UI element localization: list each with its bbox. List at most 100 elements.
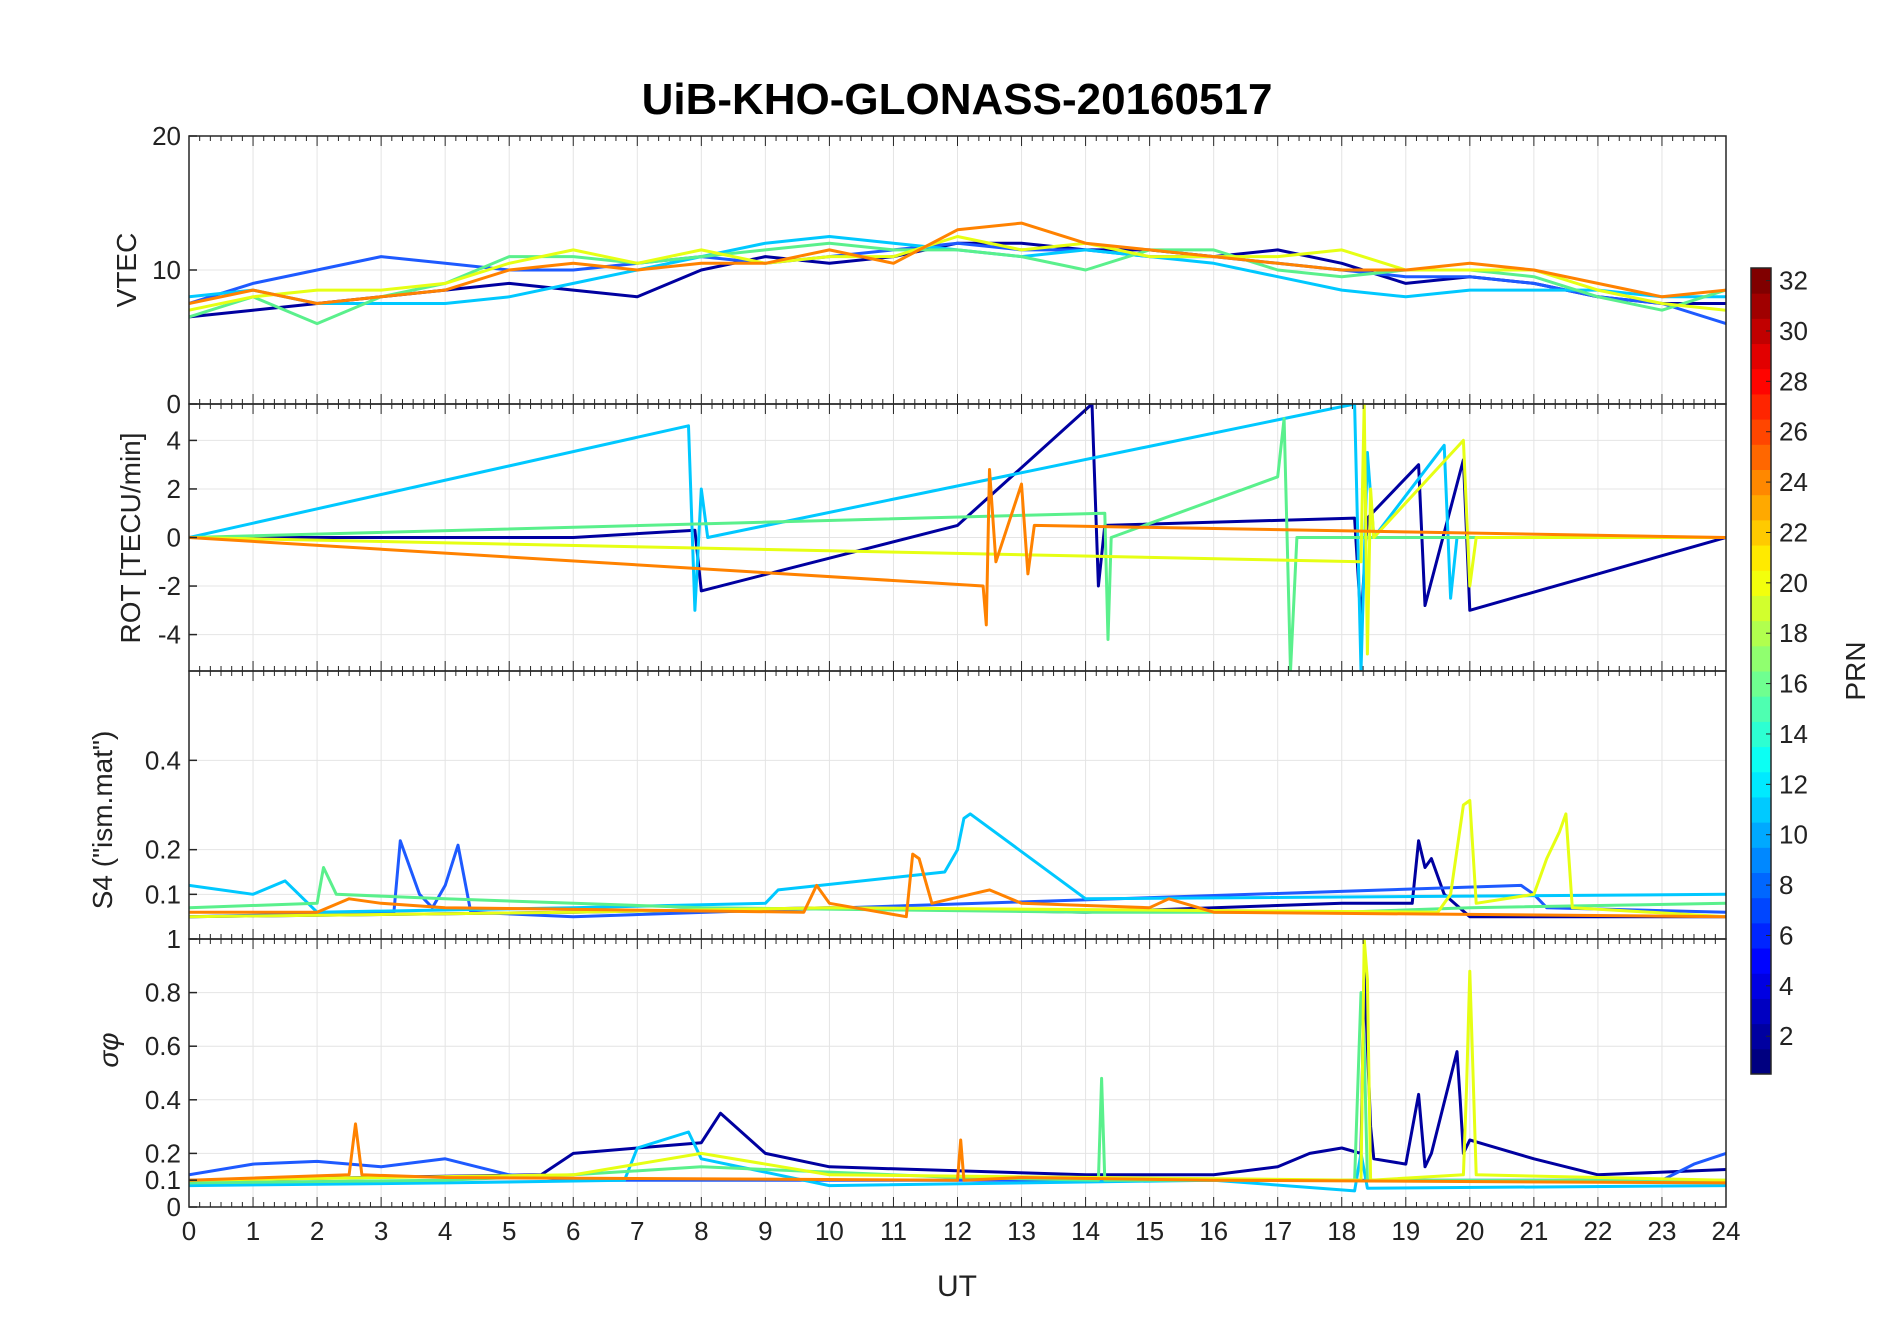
- colorbar-cell: [1751, 645, 1771, 672]
- series-line: [189, 852, 1726, 919]
- colorbar-cell: [1751, 545, 1771, 571]
- colorbar-tick-label: 24: [1779, 467, 1808, 497]
- x-tick-label: 5: [502, 1216, 516, 1246]
- panel-sigma-phi: 00.10.2 0.4 0.6 0.8 1 σφ: [93, 924, 1727, 1222]
- colorbar-cell: [1751, 696, 1771, 722]
- colorbar-cell: [1751, 948, 1771, 974]
- x-tick-label: 17: [1263, 1216, 1292, 1246]
- s4-axis-label: S4 ("ism.mat"): [87, 731, 118, 910]
- y-tick-label: 0: [167, 389, 181, 419]
- series-line: [189, 221, 1726, 305]
- y-tick-label: -2: [158, 571, 181, 601]
- colorbar-cell: [1751, 494, 1771, 521]
- x-tick-label: 18: [1327, 1216, 1356, 1246]
- y-tick-label: 1: [167, 924, 181, 954]
- colorbar-cell: [1751, 897, 1771, 924]
- y-tick-label: 0.2: [145, 1138, 181, 1168]
- series-line: [189, 404, 1726, 671]
- x-tick-label: 6: [566, 1216, 580, 1246]
- x-tick-label: 1: [246, 1216, 260, 1246]
- chart-title: UiB-KHO-GLONASS-20160517: [642, 75, 1273, 124]
- colorbar-cell: [1751, 519, 1771, 546]
- panel-rot: -4 -2 0 2 4 ROT [TECU/min]: [115, 403, 1727, 672]
- colorbar-tick-label: 8: [1779, 870, 1793, 900]
- colorbar-tick-label: 6: [1779, 920, 1793, 950]
- colorbar-cell: [1751, 671, 1771, 697]
- colorbar-tick-label: 32: [1779, 266, 1808, 296]
- series-line: [189, 812, 1726, 914]
- colorbar-cell: [1751, 393, 1771, 420]
- y-tick-label: 20: [152, 121, 181, 151]
- colorbar-cell: [1751, 746, 1771, 773]
- y-tick-label: 0: [167, 1192, 181, 1222]
- x-tick-label: 4: [438, 1216, 452, 1246]
- colorbar-cell: [1751, 268, 1771, 294]
- x-tick-label: 10: [815, 1216, 844, 1246]
- colorbar-tick-label: 10: [1779, 820, 1808, 850]
- colorbar-cell: [1751, 419, 1771, 445]
- x-axis-label: UT: [937, 1270, 977, 1303]
- colorbar-cell: [1751, 771, 1771, 798]
- series-line: [189, 404, 1726, 656]
- x-tick-label: 2: [310, 1216, 324, 1246]
- colorbar-cell: [1751, 293, 1771, 319]
- y-tick-label: 0.1: [145, 1165, 181, 1195]
- colorbar-cell: [1751, 1048, 1771, 1075]
- series-line: [189, 866, 1726, 914]
- y-tick-label: -4: [158, 620, 181, 650]
- y-tick-label: 10: [152, 255, 181, 285]
- colorbar-cell: [1751, 343, 1771, 370]
- x-tick-label: 20: [1455, 1216, 1484, 1246]
- colorbar-cell: [1751, 922, 1771, 949]
- x-tick-label: 15: [1135, 1216, 1164, 1246]
- colorbar-cell: [1751, 469, 1771, 496]
- sigma-phi-axis-label: σφ: [93, 1032, 124, 1067]
- colorbar-tick-label: 26: [1779, 417, 1808, 447]
- y-tick-label: 0.8: [145, 978, 181, 1008]
- colorbar-cell: [1751, 620, 1771, 647]
- x-tick-label: 3: [374, 1216, 388, 1246]
- colorbar-tick-label: 20: [1779, 568, 1808, 598]
- x-tick-label: 12: [943, 1216, 972, 1246]
- x-tick-label: 14: [1071, 1216, 1100, 1246]
- x-tick-label: 19: [1391, 1216, 1420, 1246]
- series-line: [189, 241, 1726, 326]
- x-tick-label: 11: [880, 1216, 907, 1246]
- colorbar-tick-label: 12: [1779, 769, 1808, 799]
- colorbar-tick-label: 18: [1779, 618, 1808, 648]
- series-line: [189, 1122, 1726, 1185]
- colorbar-cell: [1751, 796, 1771, 823]
- y-tick-label: 0.2: [145, 835, 181, 865]
- x-tick-label: 24: [1712, 1216, 1741, 1246]
- colorbar-cell: [1751, 368, 1771, 395]
- y-tick-label: 0.4: [145, 1085, 181, 1115]
- y-tick-label: 0.1: [145, 879, 181, 909]
- colorbar-cell: [1751, 872, 1771, 899]
- colorbar-tick-label: 2: [1779, 1021, 1793, 1051]
- colorbar-cell: [1751, 595, 1771, 622]
- colorbar-tick-label: 16: [1779, 669, 1808, 699]
- series-line: [189, 839, 1726, 919]
- colorbar-cell: [1751, 998, 1771, 1025]
- colorbar-tick-label: 14: [1779, 719, 1808, 749]
- colorbar-cell: [1751, 318, 1771, 345]
- series-line: [189, 468, 1726, 627]
- y-tick-label: 4: [167, 425, 181, 455]
- colorbar-tick-label: 4: [1779, 971, 1793, 1001]
- x-axis-ticks: 0 1 2 3 4 5 6 7 8 9 10 11 12 13 14 15 16 17 18 19 20 21 22 23 24: [182, 1216, 1741, 1246]
- x-tick-label: 22: [1583, 1216, 1612, 1246]
- panel-s4: 0.1 0.2 0.4 S4 ("ism.mat"): [87, 670, 1727, 940]
- series-line: [189, 235, 1726, 312]
- colorbar-cell: [1751, 444, 1771, 470]
- colorbar-cell: [1751, 1023, 1771, 1050]
- x-tick-label: 7: [630, 1216, 644, 1246]
- colorbar-cell: [1751, 721, 1771, 748]
- x-tick-label: 13: [1007, 1216, 1036, 1246]
- colorbar-cell: [1751, 822, 1771, 848]
- x-tick-label: 21: [1519, 1216, 1548, 1246]
- colorbar-label: PRN: [1840, 641, 1871, 700]
- colorbar-tick-label: 22: [1779, 517, 1808, 547]
- series-line: [189, 799, 1726, 919]
